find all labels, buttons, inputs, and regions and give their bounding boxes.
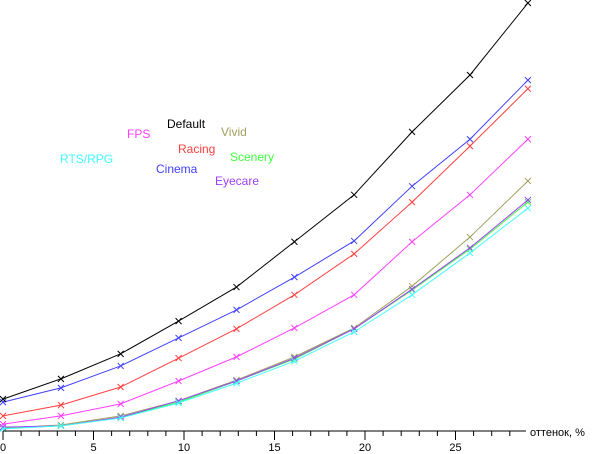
x-tick-label: 25 xyxy=(449,442,461,454)
data-point-marker xyxy=(57,384,65,392)
data-point-marker xyxy=(466,244,474,252)
data-point-marker xyxy=(524,135,532,143)
x-axis: 0 5 10 15 20 25 xyxy=(0,430,526,454)
data-point-marker xyxy=(117,350,125,358)
series-line xyxy=(2,2,529,400)
data-point-marker xyxy=(466,249,474,257)
series-default xyxy=(0,0,532,403)
data-point-marker xyxy=(57,422,65,430)
series-line xyxy=(2,180,529,429)
data-point-marker xyxy=(0,420,7,428)
legend-label: Vivid xyxy=(221,125,247,139)
series-fps xyxy=(0,135,532,428)
x-tick-label: 0 xyxy=(0,442,6,454)
data-point-marker xyxy=(408,238,416,246)
data-point-marker xyxy=(524,198,532,206)
data-point-marker xyxy=(233,353,240,361)
data-point-marker xyxy=(350,250,358,258)
x-tick-label: 10 xyxy=(178,442,190,454)
data-point-marker xyxy=(233,306,240,314)
legend-label: RTS/RPG xyxy=(60,152,113,166)
series-line xyxy=(2,138,529,425)
data-point-marker xyxy=(117,413,125,421)
data-point-marker xyxy=(175,377,182,385)
data-point-marker xyxy=(0,395,7,403)
series-line xyxy=(2,199,529,428)
data-point-marker xyxy=(233,377,240,385)
data-point-marker xyxy=(291,324,298,332)
data-point-marker xyxy=(350,328,358,336)
series-rts-rpg xyxy=(0,204,532,433)
legend-label: Cinema xyxy=(156,162,198,176)
data-point-marker xyxy=(175,354,182,362)
data-point-marker xyxy=(175,334,182,342)
data-point-marker xyxy=(524,196,532,204)
data-point-marker xyxy=(291,291,298,299)
series-line xyxy=(2,79,529,403)
data-point-marker xyxy=(117,362,125,370)
data-point-marker xyxy=(408,198,416,206)
data-point-marker xyxy=(175,399,182,407)
series-vivid xyxy=(0,177,532,432)
data-point-marker xyxy=(466,233,474,241)
series-eyecare xyxy=(0,196,532,431)
x-tick-label: 5 xyxy=(90,442,96,454)
legend-label: Scenery xyxy=(230,150,274,164)
legend-label: Racing xyxy=(178,142,215,156)
data-point-marker xyxy=(291,273,298,281)
data-point-marker xyxy=(57,421,65,429)
data-point-marker xyxy=(408,285,416,293)
data-point-marker xyxy=(408,182,416,190)
data-point-marker xyxy=(466,191,474,199)
series-cinema xyxy=(0,76,532,406)
plot-area xyxy=(0,0,532,433)
data-point-marker xyxy=(466,142,474,150)
data-point-marker xyxy=(175,317,182,325)
data-point-marker xyxy=(291,357,298,365)
data-point-marker xyxy=(350,291,358,299)
series-scenery xyxy=(0,198,532,432)
data-point-marker xyxy=(291,238,298,246)
data-point-marker xyxy=(408,128,416,136)
data-point-marker xyxy=(233,379,240,387)
series-racing xyxy=(0,85,532,420)
data-point-marker xyxy=(57,412,65,420)
data-point-marker xyxy=(350,191,358,199)
data-point-marker xyxy=(117,383,125,391)
series-line xyxy=(2,88,529,417)
data-point-marker xyxy=(117,414,125,422)
data-point-marker xyxy=(350,237,358,245)
data-point-marker xyxy=(408,291,416,299)
data-point-marker xyxy=(524,76,532,84)
legend-label: FPS xyxy=(127,127,150,141)
legend-label: Eyecare xyxy=(215,174,259,188)
data-point-marker xyxy=(466,135,474,143)
legend-label: Default xyxy=(167,117,206,131)
data-point-marker xyxy=(57,375,65,383)
data-point-marker xyxy=(524,204,532,212)
data-point-marker xyxy=(57,401,65,409)
data-point-marker xyxy=(466,71,474,79)
data-point-marker xyxy=(175,397,182,405)
x-axis-label: оттенок, % xyxy=(530,427,585,439)
data-point-marker xyxy=(524,177,532,185)
data-point-marker xyxy=(233,283,240,291)
x-tick-label: 15 xyxy=(268,442,280,454)
data-point-marker xyxy=(233,325,240,333)
legend: Default Cinema Racing FPS Vivid Scenery Eyecar… xyxy=(60,117,274,188)
data-point-marker xyxy=(117,400,125,408)
data-point-marker xyxy=(524,0,532,7)
series-line xyxy=(2,207,529,430)
data-point-marker xyxy=(0,398,7,406)
data-point-marker xyxy=(0,412,7,420)
series-line xyxy=(2,201,529,429)
data-point-marker xyxy=(524,85,532,93)
x-tick-label: 20 xyxy=(359,442,371,454)
